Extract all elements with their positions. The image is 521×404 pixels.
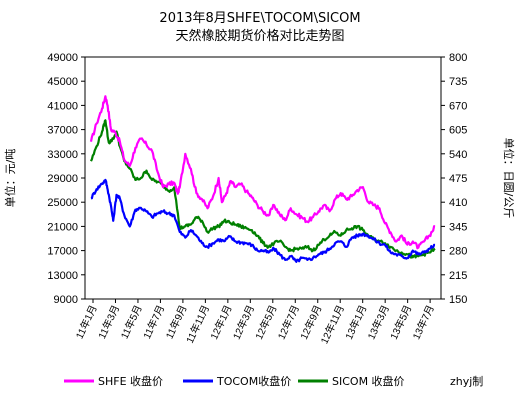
- series-layer: [89, 95, 436, 263]
- y-left-tick-label: 45000: [47, 76, 78, 88]
- legend-label-tocom: TOCOM收盘价: [216, 374, 291, 388]
- y-axis-right-label: 单位：日圆/公斤: [502, 138, 516, 219]
- series-line-tocom: [90, 178, 436, 263]
- y-left-tick-label: 41000: [47, 100, 78, 112]
- y-right-tick-label: 215: [449, 270, 467, 282]
- y-left-tick-label: 21000: [47, 221, 78, 233]
- y-right-tick-label: 150: [449, 294, 467, 306]
- y-left-tick-label: 13000: [47, 270, 78, 282]
- legend: SHFE 收盘价 TOCOM收盘价 SICOM 收盘价 zhyj制: [64, 374, 483, 388]
- y-right-tick-label: 410: [449, 197, 467, 209]
- y-right-tick-label: 735: [449, 76, 467, 88]
- y-left-tick-label: 25000: [47, 197, 78, 209]
- y-left-tick-label: 17000: [47, 246, 78, 258]
- y-right-tick-label: 540: [449, 149, 467, 161]
- y-left-tick-label: 9000: [54, 294, 78, 306]
- y-left-tick-label: 37000: [47, 125, 78, 137]
- y-right-tick-label: 280: [449, 246, 467, 258]
- y-right-tick-label: 670: [449, 100, 467, 112]
- legend-label-shfe: SHFE 收盘价: [98, 374, 163, 388]
- y-right-tick-label: 475: [449, 173, 467, 185]
- y-axis-right: 800 735 670 605 540 475 410 345 280 215 150: [441, 52, 467, 306]
- series-line-shfe: [89, 95, 436, 250]
- y-axis-left: 49000 45000 41000 37000 33000 29000 25000 21000…: [47, 52, 85, 306]
- chart-title: 2013年8月SHFE\TOCOM\SICOM: [159, 11, 360, 26]
- y-left-tick-label: 33000: [47, 149, 78, 161]
- y-left-tick-label: 29000: [47, 173, 78, 185]
- chart-credit: zhyj制: [450, 375, 483, 388]
- y-right-tick-label: 800: [449, 52, 467, 64]
- legend-label-sicom: SICOM 收盘价: [332, 374, 405, 388]
- chart-subtitle: 天然橡胶期货价格对比走势图: [175, 28, 344, 44]
- y-axis-left-label: 单位：元/吨: [3, 149, 17, 208]
- x-tick-label: 11年1月: [73, 303, 100, 341]
- x-axis: 11年1月11年3月11年5月11年7月11年9月11年11月12年1月12年3…: [73, 299, 437, 346]
- y-right-tick-label: 345: [449, 221, 467, 233]
- y-left-tick-label: 49000: [47, 52, 78, 64]
- y-right-tick-label: 605: [449, 125, 467, 137]
